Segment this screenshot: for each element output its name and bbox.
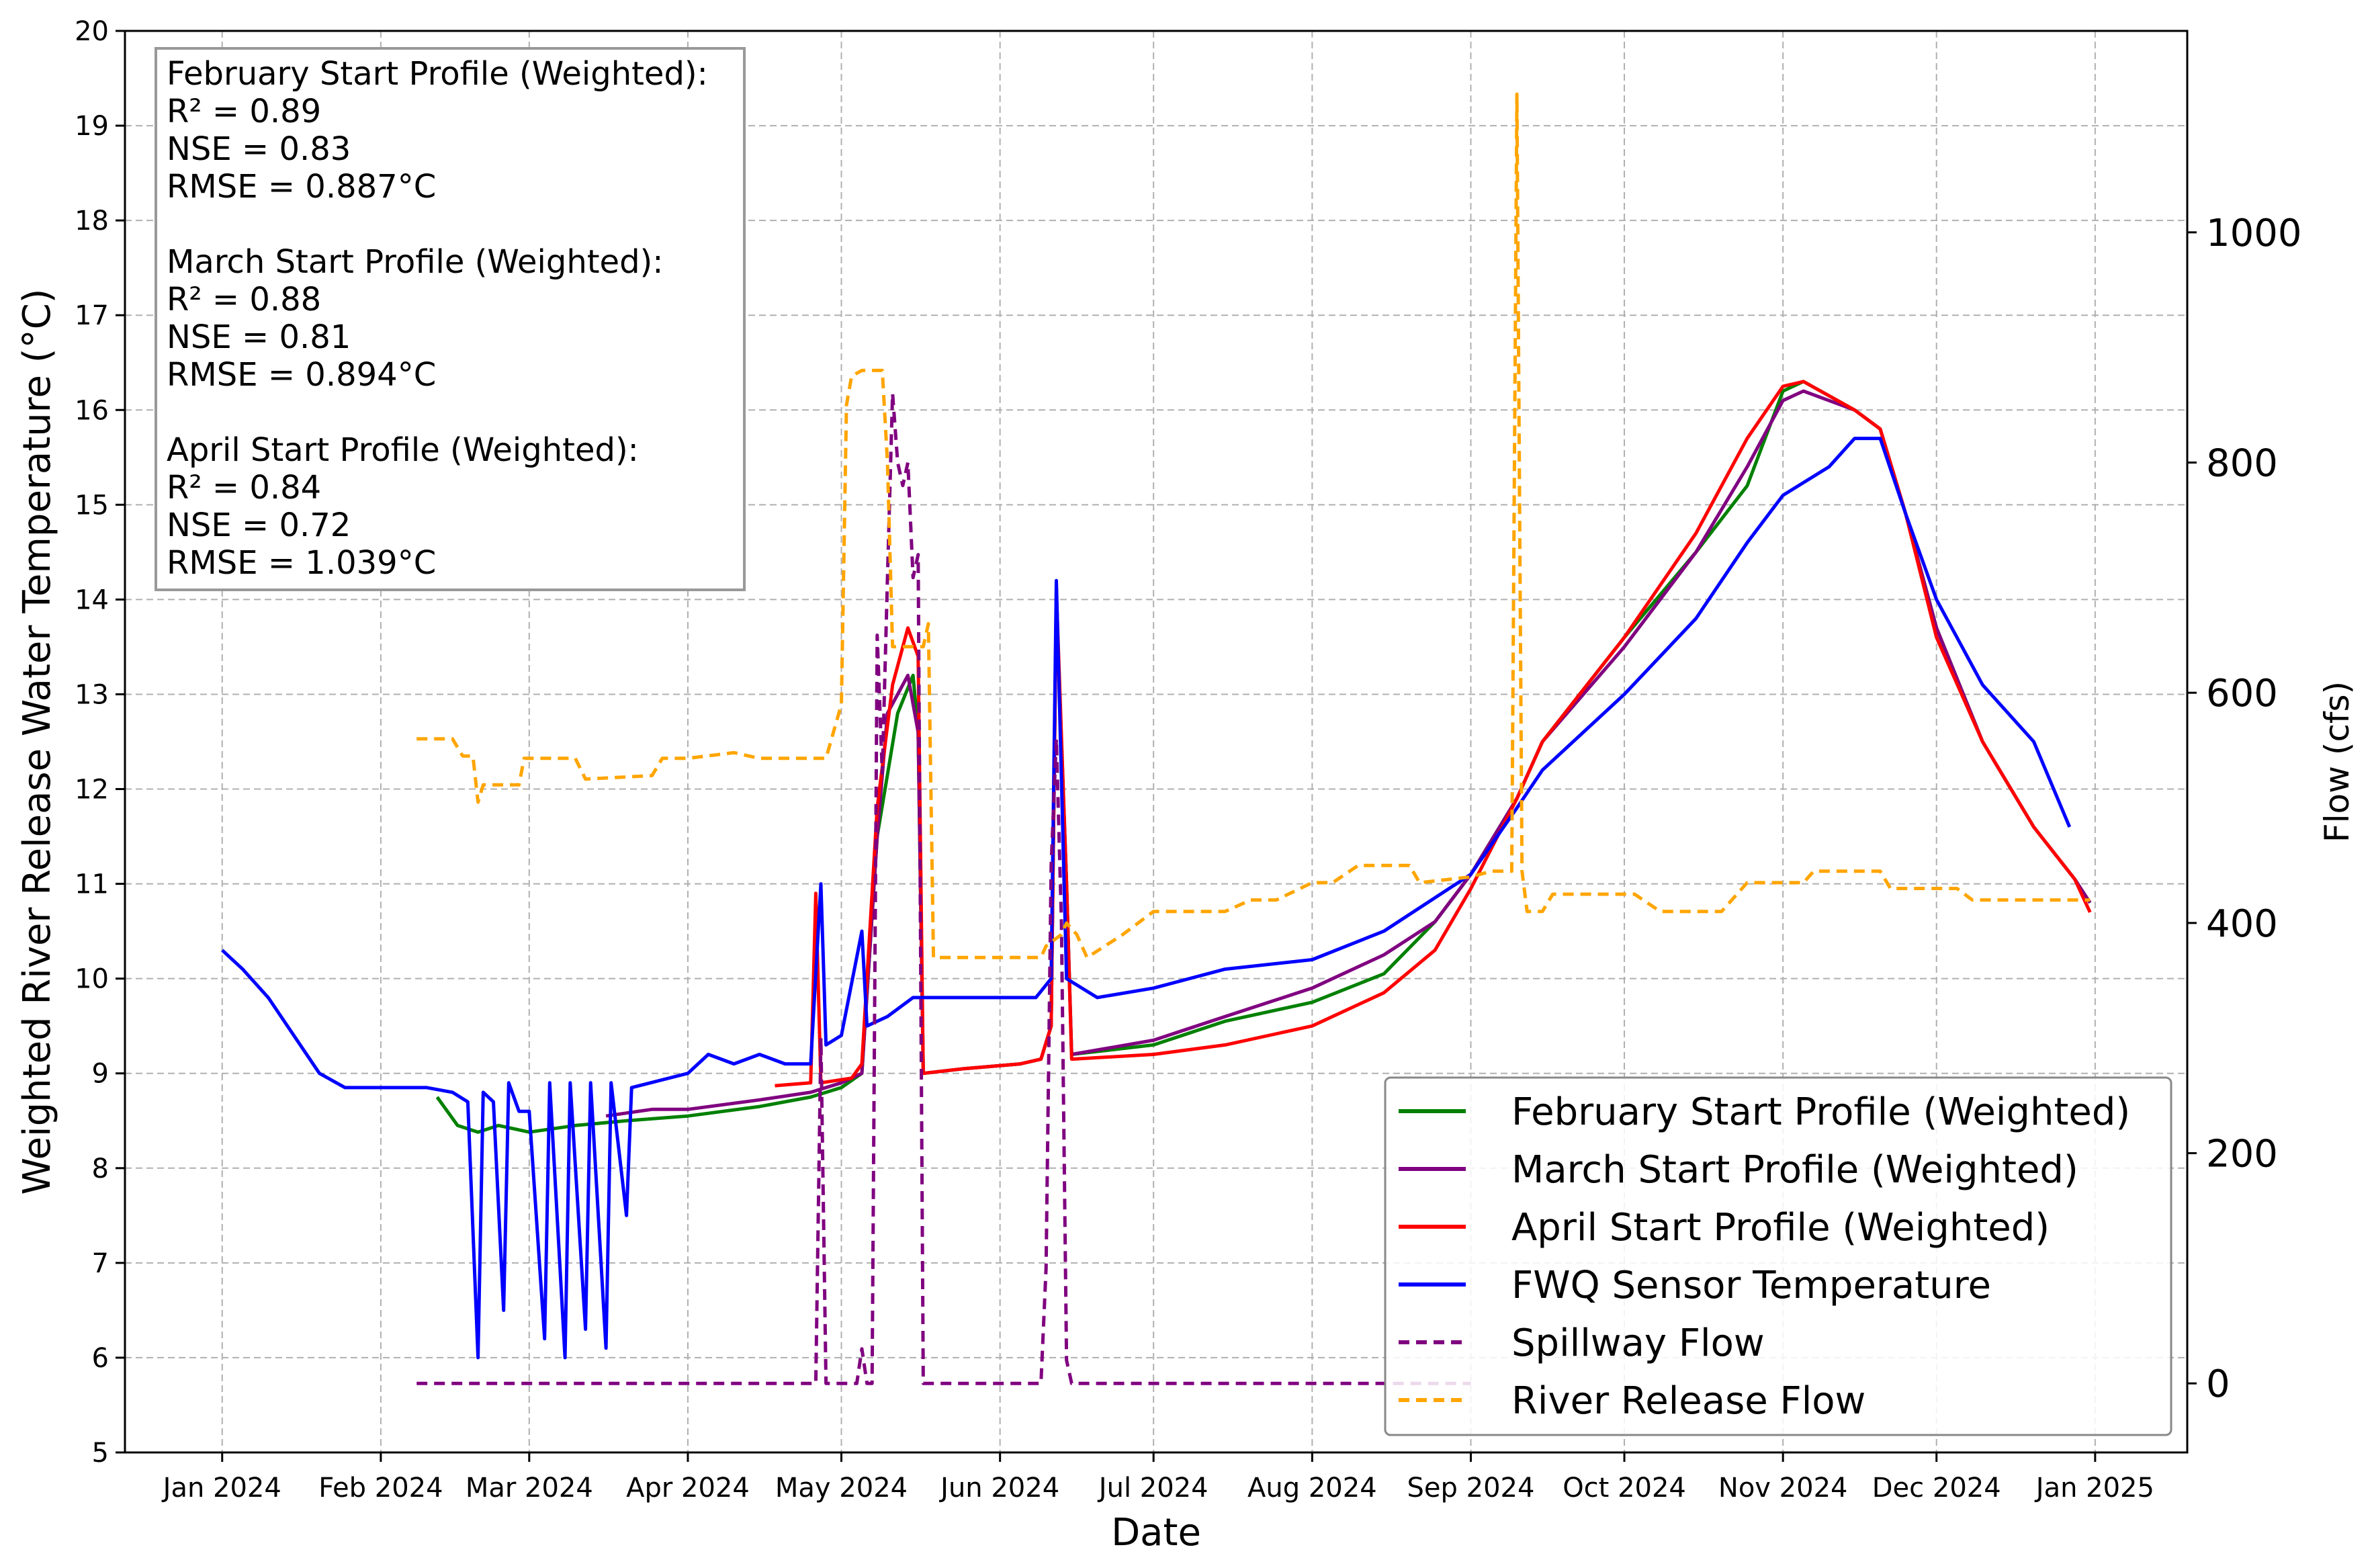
x-tick-label: Jul 2024 <box>1097 1473 1208 1504</box>
x-axis-label: Date <box>1111 1511 1201 1555</box>
stats-nse: NSE = 0.83 <box>167 130 351 168</box>
y-left-tick-label: 10 <box>75 964 109 995</box>
y-axis-right-label: Flow (cfs) <box>2318 681 2357 842</box>
y-right-tick-label: 400 <box>2206 902 2278 946</box>
x-tick-label: May 2024 <box>775 1473 908 1504</box>
y-left-tick-label: 16 <box>75 395 109 426</box>
x-tick-label: Jun 2024 <box>938 1473 1059 1504</box>
legend-frame <box>1384 1076 2172 1436</box>
y-left-tick-label: 14 <box>75 584 109 615</box>
legend-label: March Start Profile (Weighted) <box>1511 1148 2078 1192</box>
x-tick-label: Dec 2024 <box>1872 1473 2001 1504</box>
series-line-fwq-sensor-temperature <box>220 437 2072 1360</box>
stats-nse: NSE = 0.81 <box>167 318 351 356</box>
y-left-tick-label: 18 <box>75 206 109 236</box>
y-left-tick-label: 15 <box>75 490 109 521</box>
x-tick-label: Apr 2024 <box>626 1473 750 1504</box>
x-tick-label: Oct 2024 <box>1563 1473 1686 1504</box>
y-axis-left-label: Weighted River Release Water Temperature… <box>15 288 59 1194</box>
axes-layer: Jan 2024 Feb 2024 Mar 2024 Apr 2024 May 2024… <box>75 16 2301 1504</box>
y-left-tick-label: 17 <box>75 300 109 331</box>
stats-rmse: RMSE = 0.887°C <box>167 168 436 206</box>
x-tick-label: Jan 2025 <box>2034 1473 2154 1504</box>
y-left-tick-label: 9 <box>92 1059 109 1090</box>
legend-label: FWQ Sensor Temperature <box>1511 1264 1991 1307</box>
stats-r2: R² = 0.88 <box>167 281 321 318</box>
y-left-tick-label: 12 <box>75 775 109 805</box>
x-tick-label: Feb 2024 <box>318 1473 443 1504</box>
legend-label: April Start Profile (Weighted) <box>1511 1206 2050 1250</box>
y-right-tick-label: 1000 <box>2206 212 2302 255</box>
x-tick-label: Aug 2024 <box>1247 1473 1377 1504</box>
stats-rmse: RMSE = 1.039°C <box>167 544 436 582</box>
y-right-tick-label: 200 <box>2206 1133 2278 1176</box>
legend-label: February Start Profile (Weighted) <box>1511 1090 2130 1134</box>
x-tick-label: Sep 2024 <box>1407 1473 1535 1504</box>
stats-box-frame <box>155 47 746 591</box>
series-layer <box>220 92 2092 1385</box>
stats-title: March Start Profile (Weighted): <box>167 243 663 281</box>
y-left-tick-label: 13 <box>75 679 109 710</box>
x-tick-label: Nov 2024 <box>1718 1473 1848 1504</box>
y-left-tick-label: 6 <box>92 1343 109 1374</box>
plot-frame <box>124 30 2189 1454</box>
y-left-tick-label: 11 <box>75 869 109 900</box>
series-line-river-release-flow <box>416 92 2091 959</box>
y-left-tick-label: 7 <box>92 1248 109 1279</box>
y-right-tick-label: 0 <box>2206 1362 2230 1406</box>
stats-rmse: RMSE = 0.894°C <box>167 356 436 394</box>
stats-title: April Start Profile (Weighted): <box>167 431 639 469</box>
y-right-tick-label: 800 <box>2206 442 2278 486</box>
y-left-tick-label: 8 <box>92 1153 109 1184</box>
x-tick-label: Mar 2024 <box>466 1473 593 1504</box>
x-tick-label: Jan 2024 <box>161 1473 281 1504</box>
stats-r2: R² = 0.84 <box>167 469 321 507</box>
y-left-tick-label: 20 <box>75 16 109 47</box>
stats-r2: R² = 0.89 <box>167 93 321 130</box>
stats-box: February Start Profile (Weighted):R² = 0… <box>155 47 746 591</box>
legend-label: Spillway Flow <box>1511 1321 1765 1365</box>
legend: February Start Profile (Weighted) March S… <box>1384 1076 2172 1436</box>
y-left-tick-label: 5 <box>92 1438 109 1469</box>
stats-title: February Start Profile (Weighted): <box>167 55 708 93</box>
legend-label: River Release Flow <box>1511 1379 1865 1423</box>
y-left-tick-label: 19 <box>75 111 109 142</box>
series-line-spillway-flow <box>416 392 1471 1385</box>
stats-nse: NSE = 0.72 <box>167 507 351 544</box>
y-right-tick-label: 600 <box>2206 672 2278 715</box>
